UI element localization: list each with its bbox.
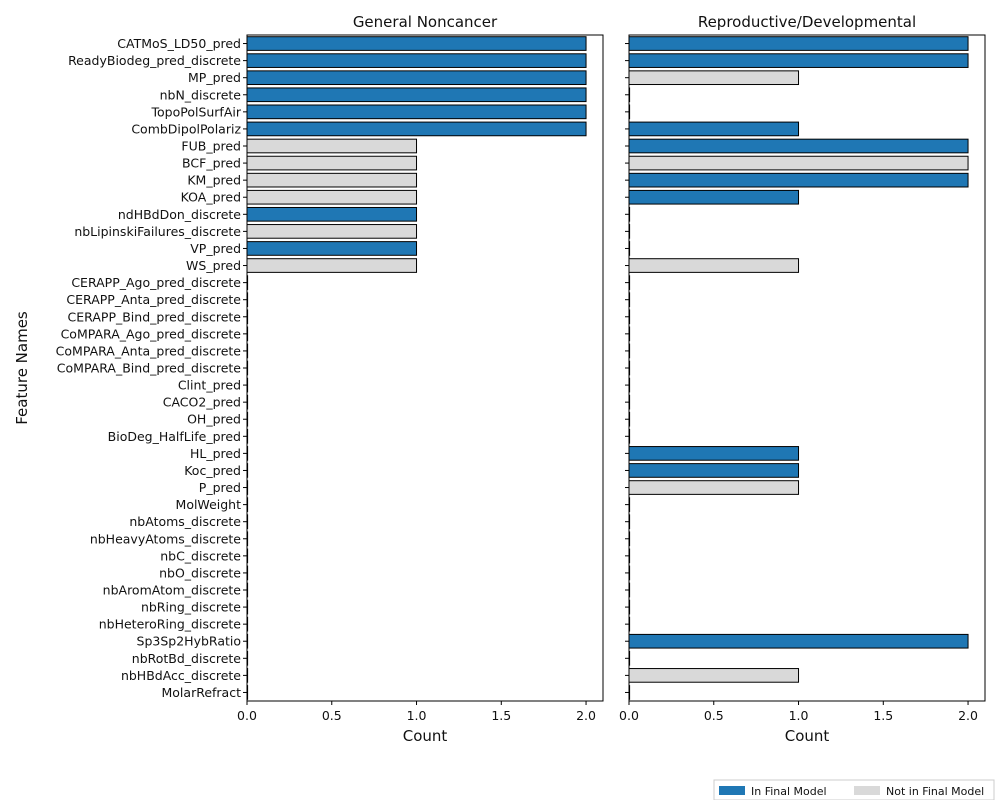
y-tick-label-cerapp-ago-pred-discrete: CERAPP_Ago_pred_discrete [71, 275, 241, 290]
legend: In Final Model Not in Final Model [713, 779, 995, 800]
bar-reproductive-developmental-ws-pred [628, 258, 800, 273]
y-tick-label-mp-pred: MP_pred [188, 70, 241, 85]
y-tick-label-compara-anta-pred-discrete: CoMPARA_Anta_pred_discrete [56, 343, 242, 358]
bar-general-noncancer-nbn-discrete [246, 87, 587, 103]
bar-reproductive-developmental-mp-pred [628, 70, 800, 86]
bar-general-noncancer-fub-pred [246, 138, 418, 154]
y-tick-label-compara-bind-pred-discrete: CoMPARA_Bind_pred_discrete [57, 361, 242, 376]
bar-general-noncancer-ndhbddon-discrete [246, 206, 418, 222]
bar-reproductive-developmental-combdipolpolariz [628, 121, 800, 137]
bar-general-noncancer-nblipinskifailures-discrete [246, 224, 418, 239]
y-tick-label-readybiodeg-pred-discrete: ReadyBiodeg_pred_discrete [68, 53, 241, 68]
bar-general-noncancer-ws-pred [246, 258, 418, 273]
x-tick-label-general-noncancer-2-0: 2.0 [576, 708, 596, 723]
bar-reproductive-developmental-hl-pred [628, 446, 800, 461]
bar-reproductive-developmental-catmos-ld50-pred [628, 36, 969, 51]
y-axis-label: Feature Names [13, 311, 31, 425]
y-tick-label-vp-pred: VP_pred [190, 241, 241, 256]
y-tick-label-clint-pred: Clint_pred [178, 378, 241, 393]
bar-reproductive-developmental-km-pred [628, 172, 969, 188]
y-tick-label-nbo-discrete: nbO_discrete [159, 565, 241, 580]
y-tick-label-hl-pred: HL_pred [190, 446, 241, 461]
panel-title-reproductive-developmental: Reproductive/Developmental [698, 13, 916, 31]
x-tick-label-reproductive-developmental-0-5: 0.5 [704, 708, 724, 723]
y-tick-label-nbhbdacc-discrete: nbHBdAcc_discrete [121, 668, 241, 683]
x-tick-label-reproductive-developmental-2-0: 2.0 [958, 708, 978, 723]
y-tick-label-nbaromatom-discrete: nbAromAtom_discrete [103, 583, 242, 598]
y-tick-label-bcf-pred: BCF_pred [182, 156, 241, 171]
y-tick-label-molarrefract: MolarRefract [162, 685, 242, 700]
y-tick-label-nbn-discrete: nbN_discrete [160, 87, 242, 102]
x-tick-label-reproductive-developmental-1-0: 1.0 [789, 708, 809, 723]
y-tick-label-molweight: MolWeight [176, 497, 242, 512]
y-tick-label-p-pred: P_pred [199, 480, 241, 495]
bar-general-noncancer-koa-pred [246, 189, 418, 205]
bar-reproductive-developmental-sp3sp2hybratio [628, 633, 969, 649]
y-tick-label-km-pred: KM_pred [187, 173, 241, 188]
x-tick-label-general-noncancer-0-5: 0.5 [322, 708, 342, 723]
bar-reproductive-developmental-bcf-pred [628, 155, 969, 171]
bar-reproductive-developmental-fub-pred [628, 138, 969, 154]
y-tick-label-sp3sp2hybratio: Sp3Sp2HybRatio [137, 634, 241, 649]
y-tick-label-oh-pred: OH_pred [187, 412, 241, 427]
y-tick-label-biodeg-halflife-pred: BioDeg_HalfLife_pred [108, 429, 241, 444]
y-tick-label-catmos-ld50-pred: CATMoS_LD50_pred [117, 36, 241, 51]
legend-label-not-in-final-model: Not in Final Model [886, 785, 984, 798]
bar-general-noncancer-km-pred [246, 172, 418, 188]
y-tick-label-nbatoms-discrete: nbAtoms_discrete [129, 514, 241, 529]
bar-general-noncancer-vp-pred [246, 241, 418, 256]
y-tick-label-nbheavyatoms-discrete: nbHeavyAtoms_discrete [90, 531, 241, 546]
bar-reproductive-developmental-koc-pred [628, 463, 800, 478]
bar-general-noncancer-readybiodeg-pred-discrete [246, 53, 587, 68]
panel-title-general-noncancer: General Noncancer [353, 13, 498, 31]
bar-reproductive-developmental-koa-pred [628, 189, 800, 205]
y-tick-label-fub-pred: FUB_pred [181, 139, 241, 154]
y-tick-label-nbrotbd-discrete: nbRotBd_discrete [132, 651, 242, 666]
bar-reproductive-developmental-p-pred [628, 480, 800, 495]
bar-general-noncancer-bcf-pred [246, 155, 418, 171]
bar-general-noncancer-combdipolpolariz [246, 121, 587, 137]
x-axis-label-reproductive-developmental: Count [785, 727, 830, 745]
legend-label-in-final-model: In Final Model [751, 785, 827, 798]
bar-reproductive-developmental-nbhbdacc-discrete [628, 668, 800, 683]
y-tick-label-koa-pred: KOA_pred [181, 190, 241, 205]
y-tick-label-ws-pred: WS_pred [186, 258, 241, 273]
x-tick-label-general-noncancer-1-0: 1.0 [407, 708, 427, 723]
y-tick-label-nbc-discrete: nbC_discrete [160, 548, 241, 563]
x-tick-label-general-noncancer-0-0: 0.0 [237, 708, 257, 723]
y-tick-label-koc-pred: Koc_pred [184, 463, 241, 478]
y-tick-label-caco2-pred: CACO2_pred [163, 395, 241, 410]
bar-general-noncancer-mp-pred [246, 70, 587, 86]
y-tick-label-ndhbddon-discrete: ndHBdDon_discrete [118, 207, 241, 222]
y-tick-label-topopolsurfair: TopoPolSurfAir [150, 104, 241, 119]
y-tick-label-cerapp-bind-pred-discrete: CERAPP_Bind_pred_discrete [68, 309, 242, 324]
x-tick-label-reproductive-developmental-1-5: 1.5 [873, 708, 893, 723]
y-tick-label-nbring-discrete: nbRing_discrete [141, 600, 241, 615]
y-tick-label-combdipolpolariz: CombDipolPolariz [131, 121, 241, 136]
bar-general-noncancer-topopolsurfair [246, 104, 587, 120]
y-tick-label-nbheteroring-discrete: nbHeteroRing_discrete [99, 617, 242, 632]
legend-swatch-in-final-model [719, 786, 745, 795]
x-tick-label-reproductive-developmental-0-0: 0.0 [619, 708, 639, 723]
y-tick-label-compara-ago-pred-discrete: CoMPARA_Ago_pred_discrete [61, 326, 242, 341]
y-tick-label-nblipinskifailures-discrete: nbLipinskiFailures_discrete [74, 224, 241, 239]
y-tick-label-cerapp-anta-pred-discrete: CERAPP_Anta_pred_discrete [66, 292, 241, 307]
bar-reproductive-developmental-readybiodeg-pred-discrete [628, 53, 969, 68]
bar-general-noncancer-catmos-ld50-pred [246, 36, 587, 51]
x-tick-label-general-noncancer-1-5: 1.5 [491, 708, 511, 723]
legend-swatch-not-in-final-model [854, 786, 880, 795]
x-axis-label-general-noncancer: Count [403, 727, 448, 745]
